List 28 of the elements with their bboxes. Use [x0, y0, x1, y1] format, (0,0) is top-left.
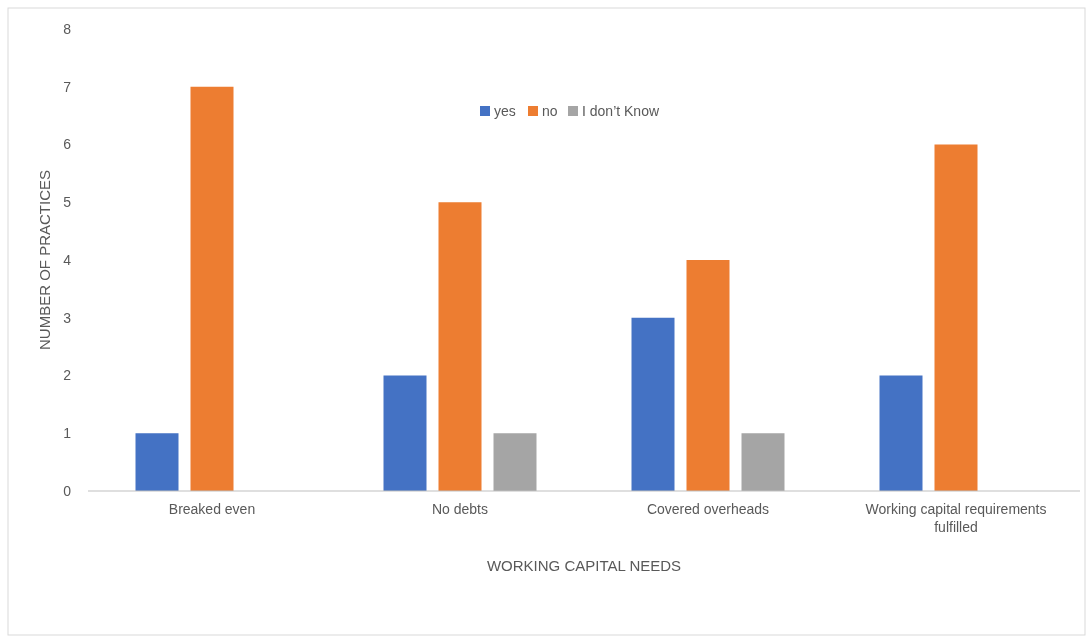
legend-label: I don’t Know: [582, 102, 660, 119]
x-axis-title: WORKING CAPITAL NEEDS: [486, 557, 682, 574]
y-tick-label: 6: [63, 136, 72, 153]
y-tick-label: 0: [63, 482, 72, 499]
bar: [741, 433, 785, 491]
y-tick-label: 5: [63, 194, 72, 211]
x-tick-label: Breaked even: [168, 501, 256, 517]
bar: [190, 86, 234, 491]
x-tick-label: Working capital requirements fulfilled: [865, 501, 1047, 535]
y-tick-label: 8: [63, 20, 72, 37]
y-tick-label: 7: [63, 78, 72, 95]
x-tick-label: No debts: [431, 501, 489, 517]
y-axis-title: NUMBER OF PRACTICES: [36, 169, 53, 351]
bar: [879, 375, 923, 491]
legend-label: no: [542, 102, 558, 119]
y-tick-label: 4: [63, 251, 72, 268]
y-tick-label: 2: [63, 367, 72, 384]
legend-label: yes: [494, 102, 516, 119]
bar: [631, 317, 675, 491]
y-tick-label: 3: [63, 309, 72, 326]
bar: [934, 144, 978, 491]
bar: [686, 260, 730, 491]
y-tick-label: 1: [63, 425, 72, 442]
bar: [135, 433, 179, 491]
x-tick-label: Covered overheads: [646, 501, 770, 517]
bar: [493, 433, 537, 491]
bar: [383, 375, 427, 491]
bar: [438, 202, 482, 491]
